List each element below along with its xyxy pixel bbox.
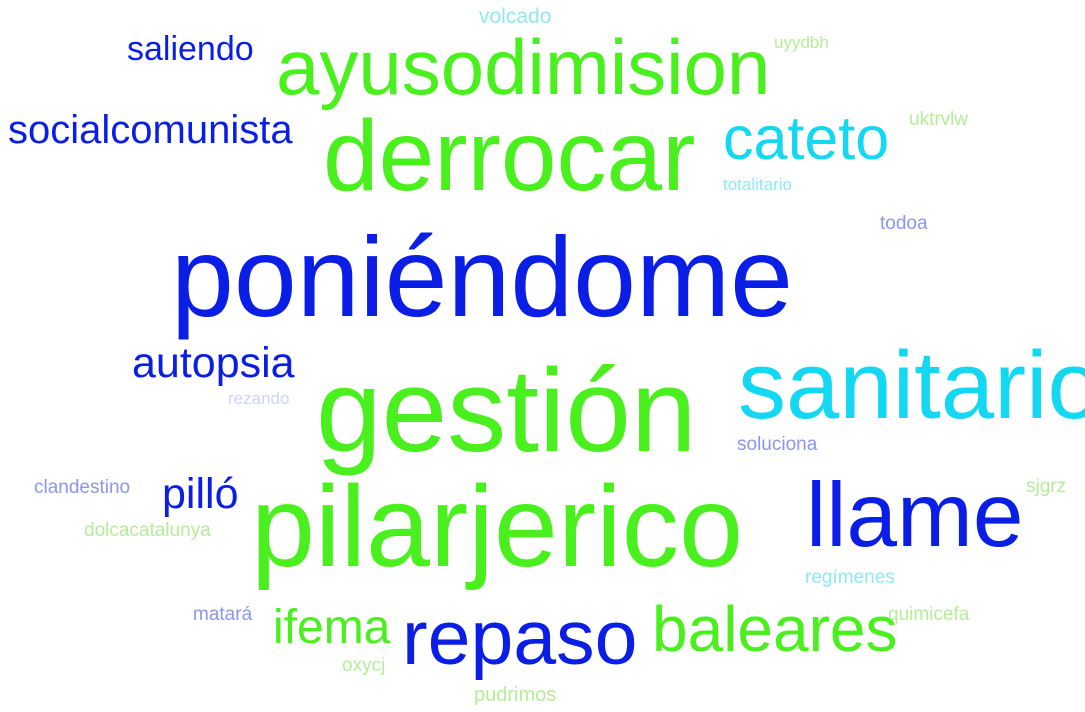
- word: autopsia: [132, 339, 295, 387]
- word: dolcacatalunya: [84, 520, 211, 541]
- word: matará: [193, 604, 253, 625]
- word: soluciona: [737, 434, 818, 455]
- word: sanitario: [738, 332, 1085, 439]
- word: totalitario: [723, 175, 792, 194]
- word: sjgrz: [1026, 476, 1067, 497]
- word: ifema: [273, 601, 391, 654]
- word: pilarjerico: [251, 463, 744, 591]
- word: derrocar: [323, 100, 696, 212]
- word: rezando: [228, 389, 290, 408]
- word: llame: [806, 465, 1024, 566]
- word: clandestino: [34, 477, 131, 498]
- word: volcado: [479, 5, 552, 28]
- word: pilló: [162, 470, 239, 518]
- word: oxycj: [342, 655, 386, 676]
- word: quimicefa: [888, 604, 970, 625]
- word: regímenes: [805, 567, 895, 588]
- word: todoa: [880, 213, 928, 234]
- word: uyydbh: [774, 33, 829, 52]
- word: ayusodimision: [276, 23, 771, 111]
- word: pudrimos: [474, 684, 557, 706]
- word: socialcomunista: [8, 108, 293, 152]
- word: poniéndome: [171, 214, 793, 340]
- word: gestión: [316, 345, 697, 477]
- word: repaso: [402, 595, 638, 681]
- word: uktrvlw: [909, 109, 969, 130]
- word: cateto: [723, 104, 890, 172]
- word: saliendo: [127, 30, 254, 68]
- word: baleares: [652, 593, 898, 665]
